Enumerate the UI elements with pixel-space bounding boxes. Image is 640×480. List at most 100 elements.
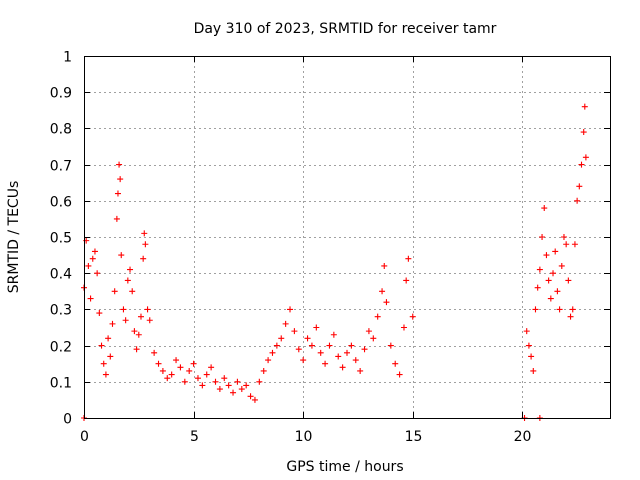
data-point (550, 270, 557, 277)
data-point (234, 378, 241, 385)
data-point (225, 382, 232, 389)
data-point (560, 234, 567, 240)
data-point (113, 215, 120, 222)
data-point (129, 288, 136, 295)
data-point (85, 262, 92, 269)
y-tick-label: 0.2 (50, 340, 72, 356)
data-point (541, 205, 548, 212)
data-point (116, 161, 123, 168)
data-point (576, 183, 583, 190)
data-point (287, 306, 294, 313)
data-point (120, 306, 127, 313)
data-point (571, 241, 578, 248)
data-point (251, 396, 258, 403)
data-point (379, 288, 386, 295)
x-tick-label: 20 (514, 429, 532, 445)
chart-title: Day 310 of 2023, SRMTID for receiver tam… (194, 21, 497, 37)
data-point (578, 161, 585, 168)
data-point (539, 234, 546, 240)
x-tick-label: 15 (405, 429, 423, 445)
data-point (100, 360, 107, 367)
data-point (107, 353, 114, 360)
y-tick-label: 0 (63, 412, 72, 428)
data-point (173, 357, 180, 364)
data-point (530, 367, 537, 374)
data-point (361, 346, 368, 353)
data-point (256, 378, 263, 385)
y-tick-label: 1 (63, 50, 72, 66)
data-point (87, 295, 94, 302)
data-point (208, 364, 215, 371)
data-point (265, 357, 272, 364)
data-point (144, 306, 151, 313)
y-tick-label: 0.8 (50, 122, 72, 138)
data-point (114, 190, 121, 197)
data-point (243, 382, 250, 389)
data-point (374, 313, 381, 320)
data-point (581, 103, 588, 110)
data-point (117, 176, 124, 183)
data-point (159, 367, 166, 374)
data-points (81, 103, 589, 421)
x-axis-label: GPS time / hours (286, 459, 403, 475)
data-point (118, 252, 125, 259)
data-point (96, 310, 103, 317)
data-point (381, 262, 388, 269)
data-point (545, 277, 552, 284)
data-point (523, 328, 530, 335)
data-point (558, 262, 565, 269)
data-point (190, 360, 197, 367)
data-point (536, 266, 543, 273)
data-point (525, 342, 532, 349)
data-point (164, 375, 171, 382)
y-axis-label: SRMTID / TECUs (6, 181, 22, 294)
data-point (105, 335, 112, 342)
y-tick-label: 0.1 (50, 376, 72, 392)
data-point (352, 357, 359, 364)
data-point (155, 360, 162, 367)
data-point (94, 270, 101, 277)
data-point (335, 353, 342, 360)
axis-ticks (84, 56, 610, 419)
data-point (543, 252, 550, 259)
data-point (137, 313, 144, 320)
data-point (168, 371, 175, 378)
data-point (127, 266, 134, 273)
data-point (370, 335, 377, 342)
data-point (135, 331, 142, 338)
data-point (304, 335, 311, 342)
data-point (330, 331, 337, 338)
data-point (383, 299, 390, 306)
data-point (392, 360, 399, 367)
data-point (344, 349, 350, 356)
data-point (387, 342, 394, 349)
data-point (194, 375, 201, 382)
data-point (300, 357, 307, 364)
data-point (230, 389, 237, 396)
data-point (122, 317, 129, 324)
y-tick-label: 0.9 (50, 86, 72, 102)
data-point (409, 313, 416, 320)
data-point (216, 386, 223, 393)
data-point (348, 342, 355, 349)
data-point (141, 230, 148, 237)
data-point (365, 328, 372, 335)
x-tick-labels: 0 5 10 15 20 (80, 429, 531, 445)
data-point (282, 320, 289, 327)
data-point (295, 346, 302, 353)
data-point (313, 324, 320, 331)
data-point (308, 342, 315, 349)
data-point (186, 367, 193, 374)
data-point (91, 248, 98, 255)
data-point (569, 306, 576, 313)
data-point (403, 277, 410, 284)
data-point (565, 277, 572, 284)
y-tick-label: 0.3 (50, 303, 72, 319)
data-point (326, 342, 333, 349)
data-point (574, 197, 581, 204)
data-point (339, 364, 346, 371)
data-point (556, 306, 563, 313)
y-tick-labels: 0 0.1 0.2 0.3 0.4 0.5 0.6 0.7 0.8 0.9 1 (50, 50, 72, 428)
